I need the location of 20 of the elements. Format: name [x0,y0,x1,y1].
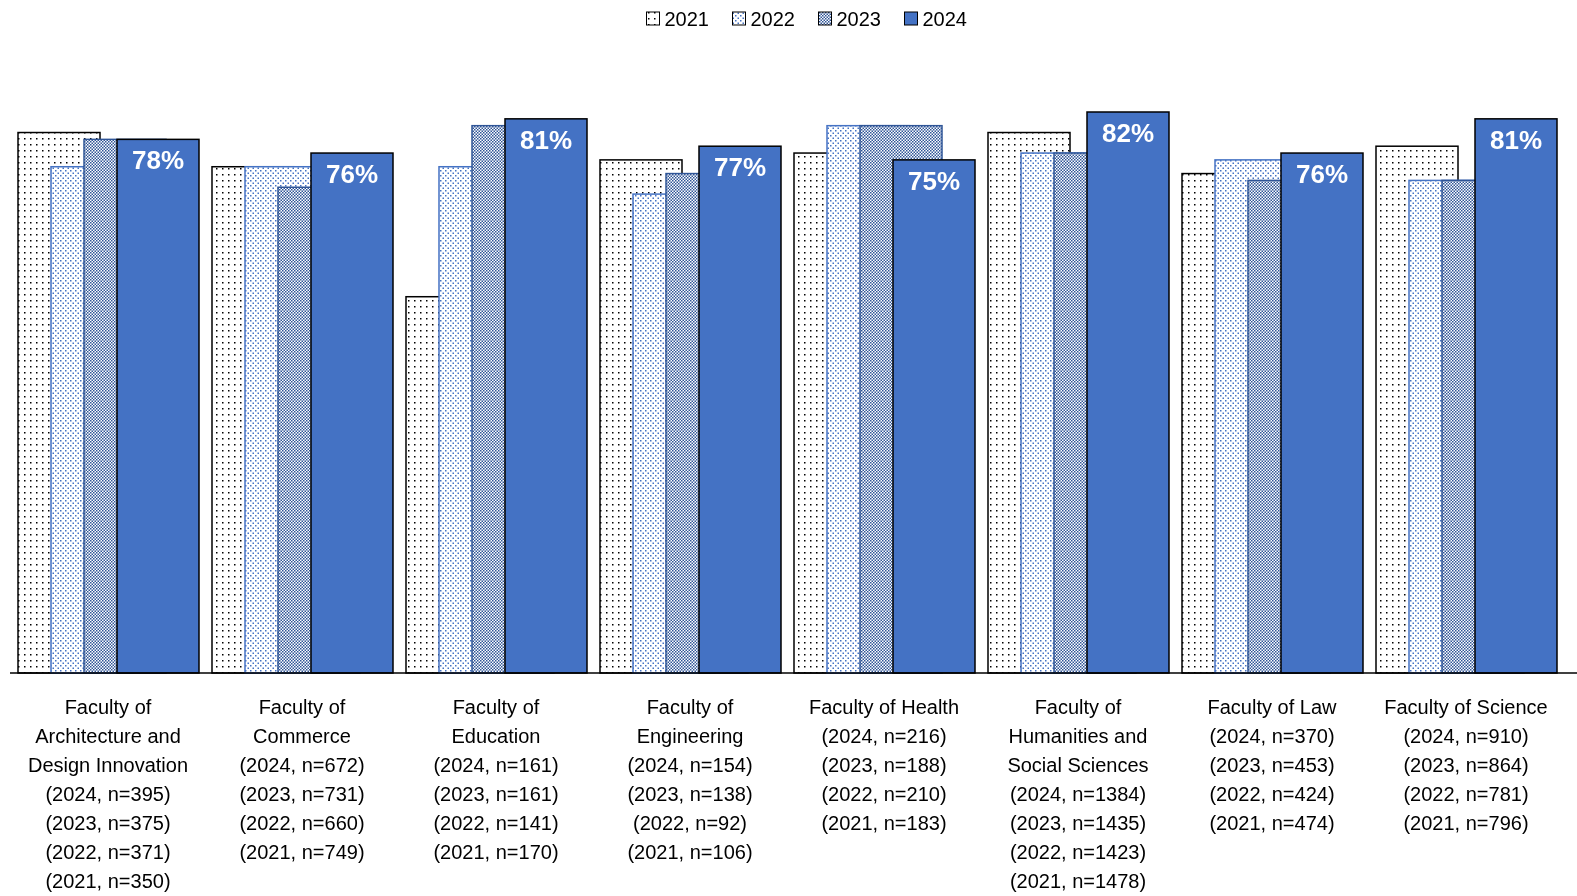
data-label: 78% [131,145,185,176]
x-tick-label: Faculty of Architecture and Design Innovation (2024, n=395) (2023, n=375) (2022, n=371) (2021, n=350) [27,696,189,892]
legend-label: 2024 [922,8,967,30]
x-tick-label: Faculty of Science (2024, n=910) (2023, n=864) (2022, n=781) (2021, n=796) [1384,696,1548,834]
data-label: 82% [1101,118,1155,148]
data-label: 81% [1489,124,1543,155]
x-tick-label: Faculty of Health (2024, n=216) (2023, n=188) (2022, n=210) (2021, n=183) [808,696,960,834]
data-label: 77% [713,152,767,183]
x-tick-label: Faculty of Commerce (2024, n=672) (2023, n=731) (2022, n=660) (2021, n=749) [239,696,365,863]
data-label: 76% [325,159,379,190]
data-label: 81% [519,124,573,155]
legend-label: 2022 [750,8,795,30]
data-label: 76% [1295,159,1349,190]
legend-label: 2023 [836,8,881,30]
x-tick-label: Faculty of Engineering (2024, n=154) (2023, n=138) (2022, n=92) (2021, n=106) [627,696,753,863]
x-tick-label: Faculty of Humanities and Social Sciences (2024, n=1384) (2023, n=1435) (2022, n=1423) (2021, n=1478) [1007,696,1149,892]
x-tick-label: Faculty of Education (2024, n=161) (2023, n=161) (2022, n=141) (2021, n=170) [433,696,559,863]
legend-label: 2021 [664,8,709,30]
data-label: 75% [907,165,961,196]
x-tick-label: Faculty of Law (2024, n=370) (2023, n=453) (2022, n=424) (2021, n=474) [1207,696,1338,834]
